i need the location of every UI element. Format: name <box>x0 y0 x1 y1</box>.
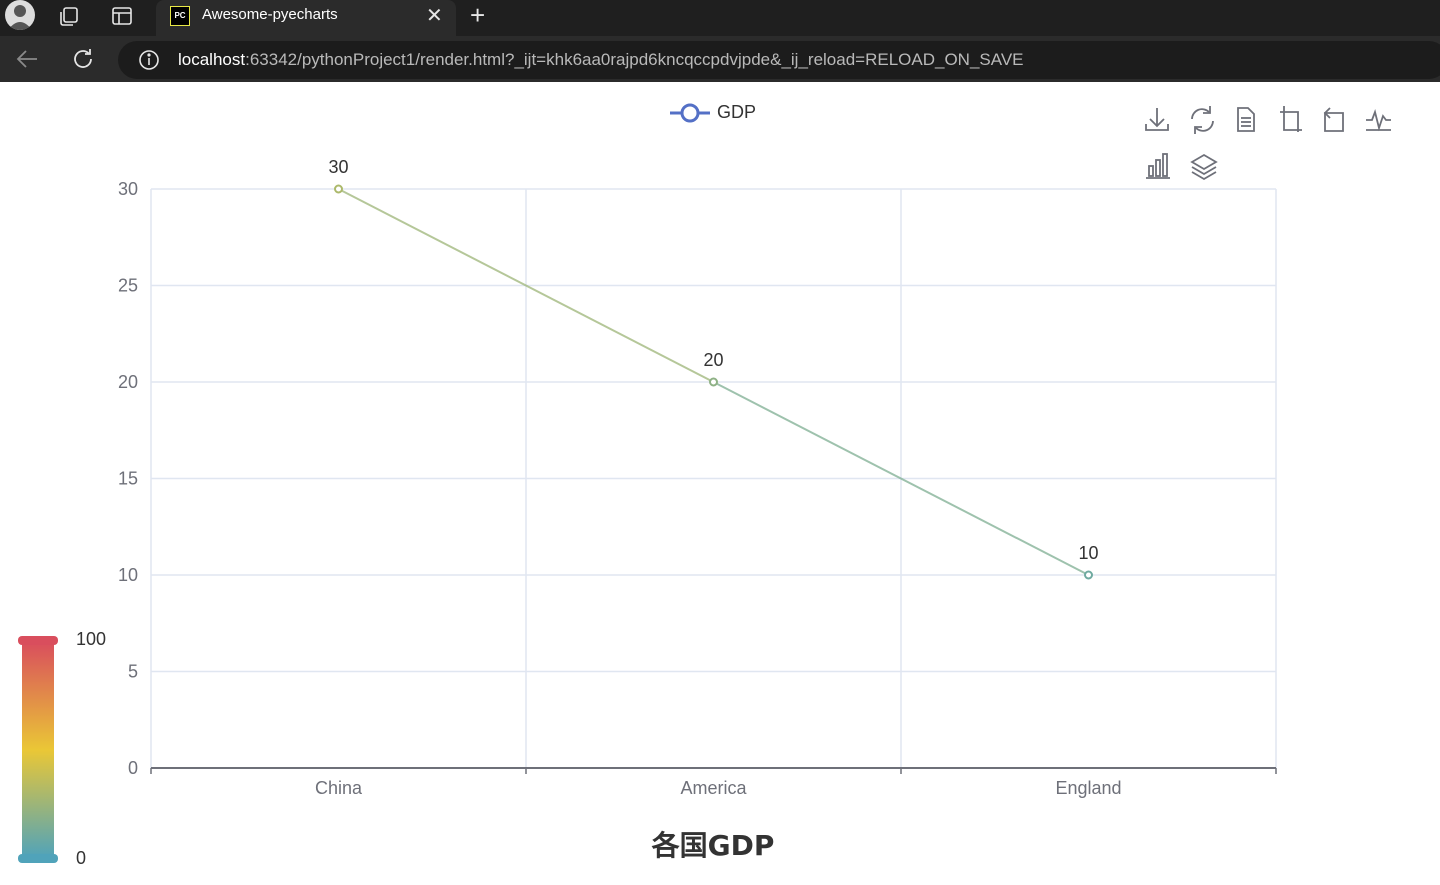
stack-icon[interactable] <box>1190 153 1218 181</box>
download-icon[interactable] <box>1145 108 1169 131</box>
grid-lines <box>150 188 1277 768</box>
workspaces-icon[interactable] <box>58 5 80 32</box>
data-label: 10 <box>1078 543 1098 563</box>
vertical-tabs-icon[interactable] <box>111 5 133 32</box>
refresh-icon[interactable] <box>71 47 95 76</box>
visual-map: 100 0 <box>18 629 106 868</box>
chart-canvas: 0 5 10 15 20 25 30 China America England 30 20 10 G… <box>18 102 1391 868</box>
axes: 0 5 10 15 20 25 30 China America England <box>118 179 1277 798</box>
toolbox <box>1145 106 1391 181</box>
browser-tab-bar: PC Awesome-pyecharts ✕ + <box>0 0 1440 36</box>
tab-title: Awesome-pyecharts <box>202 6 338 23</box>
url-path: :63342/pythonProject1/render.html?_ijt=k… <box>245 50 1024 69</box>
chart-page: 0 5 10 15 20 25 30 China America England 30 20 10 G… <box>0 82 1440 885</box>
tab-close-icon[interactable]: ✕ <box>426 5 443 27</box>
y-tick-label: 5 <box>128 662 138 682</box>
legend-item-gdp[interactable]: GDP <box>670 102 756 123</box>
visual-map-handle-max[interactable] <box>18 636 58 645</box>
y-tick-label: 20 <box>118 372 138 392</box>
data-label: 30 <box>328 157 348 177</box>
site-info-icon[interactable] <box>138 49 160 76</box>
visual-map-handle-min[interactable] <box>18 854 58 863</box>
new-tab-button[interactable]: + <box>470 0 486 30</box>
zoom-back-icon[interactable] <box>1323 107 1344 132</box>
line-type-icon[interactable] <box>1366 108 1391 132</box>
y-tick-label: 10 <box>118 565 138 585</box>
url-text[interactable]: localhost:63342/pythonProject1/render.ht… <box>178 50 1024 70</box>
active-tab[interactable]: PC Awesome-pyecharts ✕ <box>156 0 456 36</box>
visual-map-bar <box>22 642 54 858</box>
visual-map-min-label: 0 <box>76 848 86 868</box>
series-line-segment <box>713 381 1089 576</box>
profile-icon[interactable] <box>5 0 35 30</box>
legend-marker-icon <box>680 103 700 123</box>
restore-icon[interactable] <box>1191 106 1214 134</box>
zoom-icon[interactable] <box>1280 106 1302 132</box>
legend-label: GDP <box>717 102 756 122</box>
x-tick-label: England <box>1055 778 1121 798</box>
visual-map-max-label: 100 <box>76 629 106 649</box>
data-point[interactable] <box>709 377 718 387</box>
y-tick-label: 25 <box>118 276 138 296</box>
x-tick-label: America <box>680 778 747 798</box>
url-field[interactable] <box>118 41 1440 79</box>
pycharm-favicon-icon: PC <box>170 6 190 26</box>
series-line-segment <box>338 188 714 383</box>
data-view-icon[interactable] <box>1237 107 1255 132</box>
x-tick-label: China <box>315 778 363 798</box>
data-point[interactable] <box>1084 570 1093 580</box>
y-tick-label: 30 <box>118 179 138 199</box>
y-tick-label: 0 <box>128 758 138 778</box>
data-labels: 30 20 10 <box>328 157 1098 563</box>
series-gdp[interactable] <box>334 184 1093 580</box>
back-icon[interactable] <box>15 48 39 75</box>
data-point[interactable] <box>334 184 343 194</box>
bar-type-icon[interactable] <box>1146 153 1170 179</box>
data-label: 20 <box>703 350 723 370</box>
y-tick-label: 15 <box>118 469 138 489</box>
chart-title: 各国GDP <box>651 829 775 862</box>
url-host: localhost <box>178 50 246 69</box>
